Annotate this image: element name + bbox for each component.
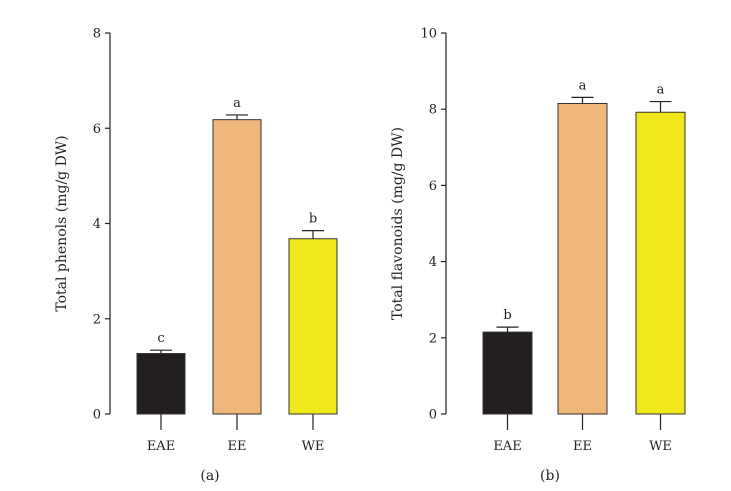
bar-eae	[136, 353, 186, 415]
x-axis: EAE EE WE	[493, 414, 672, 454]
y-tick-label: 0	[93, 408, 101, 423]
bars: b a a	[482, 78, 686, 415]
x-tick-label: WE	[649, 439, 672, 454]
bars: c a b	[136, 96, 338, 415]
significance-label: a	[233, 96, 241, 111]
bar-eae	[482, 331, 533, 415]
y-tick-label: 2	[429, 331, 437, 346]
y-tick-label: 6	[93, 122, 101, 137]
y-axis: 0 2 4 6 8 10	[420, 27, 447, 423]
x-tick-label: EE	[228, 439, 247, 454]
y-tick-label: 8	[429, 103, 437, 118]
bar-ee	[212, 119, 262, 415]
panel-a: 0 2 4 6 8 EAE EE WE c a b Total phenols (mg/g DW…	[54, 27, 338, 484]
y-tick-label: 4	[93, 217, 101, 232]
significance-label: b	[503, 308, 511, 323]
panel-b: 0 2 4 6 8 10 EAE EE WE b a a Total flavonoids (mg…	[390, 27, 686, 484]
panel-label: (a)	[200, 468, 219, 484]
x-tick-label: WE	[302, 439, 325, 454]
y-axis: 0 2 4 6 8	[93, 27, 111, 423]
y-tick-label: 6	[429, 179, 437, 194]
significance-label: b	[309, 212, 317, 227]
x-axis: EAE EE WE	[147, 414, 325, 454]
x-tick-label: EAE	[493, 439, 521, 454]
y-axis-title: Total flavonoids (mg/g DW)	[390, 127, 406, 320]
y-axis-title: Total phenols (mg/g DW)	[54, 135, 70, 311]
y-tick-label: 8	[93, 27, 101, 42]
y-tick-label: 10	[420, 27, 437, 42]
significance-label: a	[657, 83, 665, 98]
bar-we	[288, 238, 338, 415]
y-tick-label: 4	[429, 255, 437, 270]
x-tick-label: EAE	[147, 439, 175, 454]
panel-label: (b)	[540, 468, 560, 484]
x-tick-label: EE	[573, 439, 592, 454]
y-tick-label: 2	[93, 312, 101, 327]
bar-we	[635, 111, 686, 415]
significance-label: a	[579, 78, 587, 93]
significance-label: c	[157, 331, 164, 346]
y-tick-label: 0	[429, 408, 437, 423]
bar-ee	[557, 102, 608, 415]
